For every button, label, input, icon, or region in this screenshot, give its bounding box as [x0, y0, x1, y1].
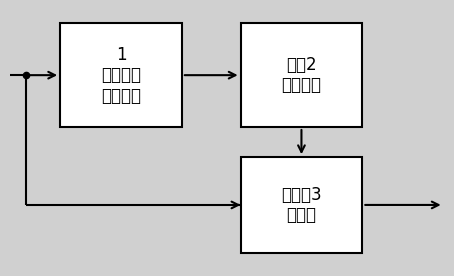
Text: 采样保: 采样保: [286, 206, 316, 224]
Text: 采样控制: 采样控制: [281, 76, 321, 94]
Bar: [241, 23, 362, 127]
Text: 电路2: 电路2: [286, 56, 317, 74]
Text: 消磁时间: 消磁时间: [101, 87, 141, 105]
Bar: [60, 23, 182, 127]
Text: 持电路3: 持电路3: [281, 186, 322, 204]
Text: 采集电路: 采集电路: [101, 66, 141, 84]
Bar: [241, 157, 362, 253]
Text: 1: 1: [116, 46, 126, 64]
